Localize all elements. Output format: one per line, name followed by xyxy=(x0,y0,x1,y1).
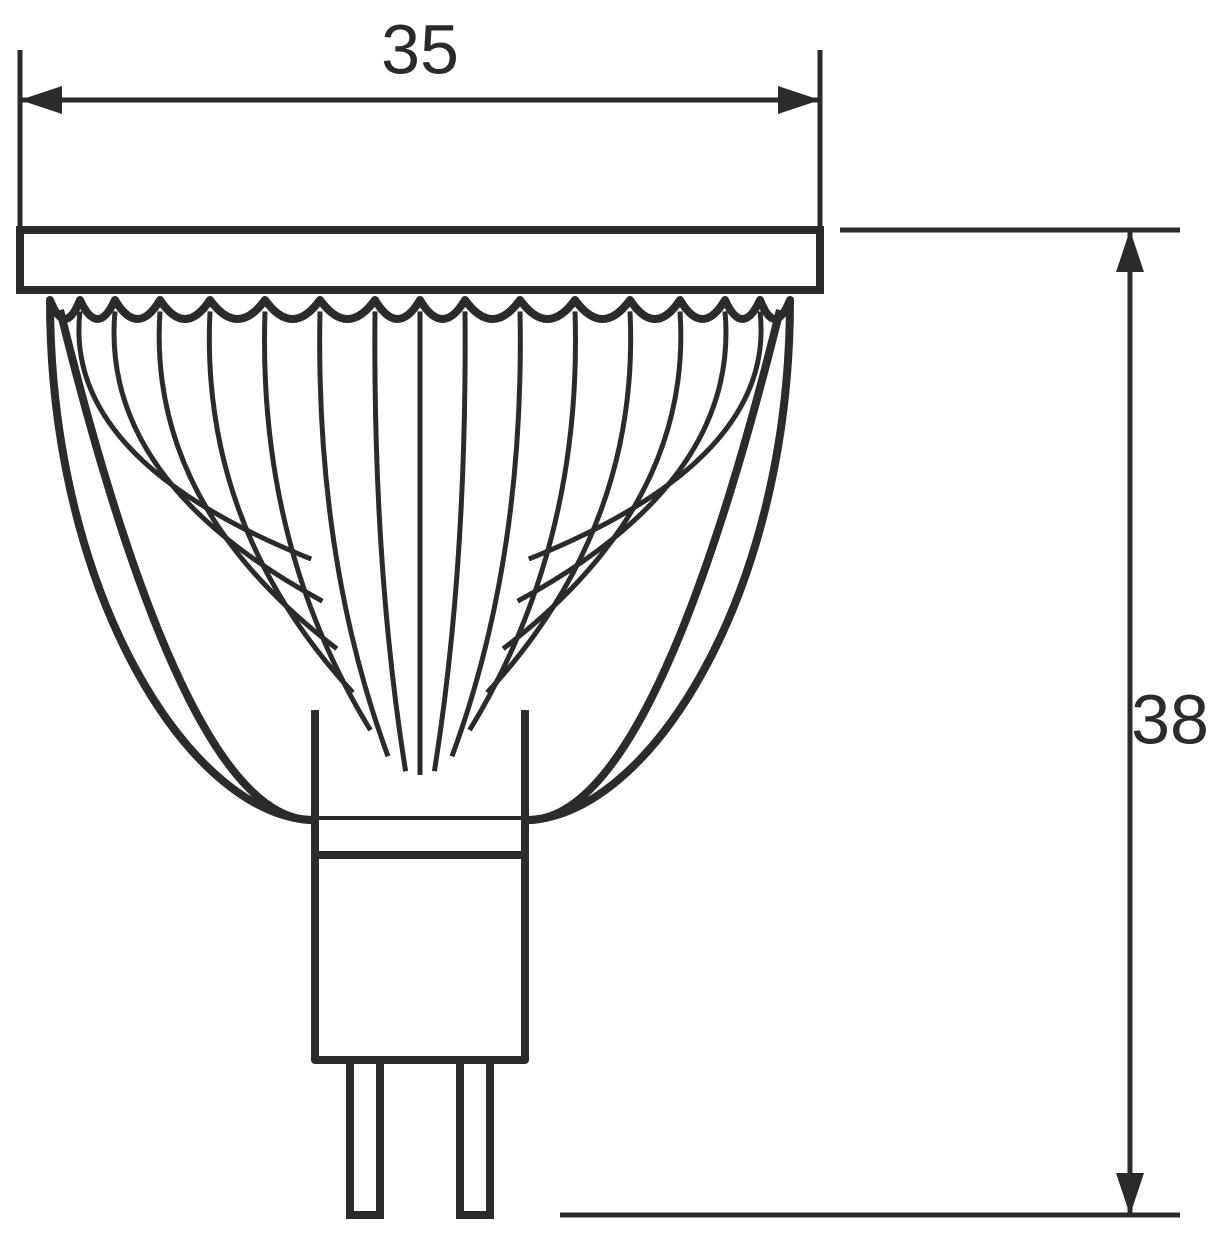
pin-right xyxy=(460,1060,490,1215)
pin-left xyxy=(350,1060,380,1215)
width-dim-label: 35 xyxy=(381,10,459,88)
lamp-top-plate xyxy=(20,230,820,290)
width-dim-arrow-right xyxy=(778,86,820,114)
height-dim-arrow-bottom xyxy=(1116,1173,1144,1215)
height-dim-arrow-top xyxy=(1116,230,1144,272)
height-dim-label: 38 xyxy=(1131,680,1209,758)
width-dim-arrow-left xyxy=(20,86,62,114)
